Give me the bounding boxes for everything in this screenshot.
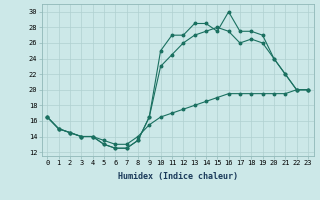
X-axis label: Humidex (Indice chaleur): Humidex (Indice chaleur) — [118, 172, 237, 181]
